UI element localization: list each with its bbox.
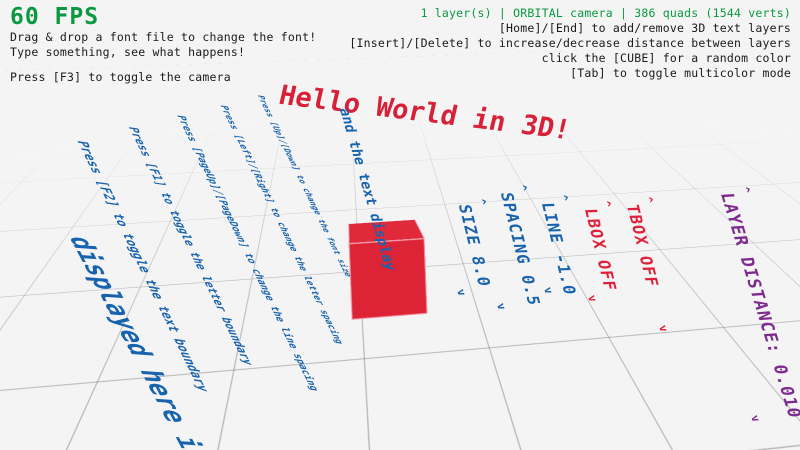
hud-hint-line: click the [CUBE] for a random color xyxy=(541,51,791,65)
hud-hint-line: Drag & drop a font file to change the fo… xyxy=(10,30,317,44)
hud-hint-line: [Insert]/[Delete] to increase/decrease d… xyxy=(349,36,791,50)
fps-counter: 60 FPS xyxy=(10,4,100,30)
spacer xyxy=(10,60,316,70)
hud-hint-line: [Tab] to toggle multicolor mode xyxy=(570,66,791,80)
paragraph-line: Press [Up]/[Down] to change the font siz… xyxy=(255,94,355,278)
hud-camera-hint: Press [F3] to toggle the camera xyxy=(10,70,231,84)
hud-hint-line: Type something, see what happens! xyxy=(10,45,246,59)
hud-left-panel: 60 FPS Drag & drop a font file to change… xyxy=(10,4,316,85)
scene-status-line: 1 layer(s) | ORBITAL camera | 386 quads … xyxy=(420,6,791,20)
hud-right-panel: 1 layer(s) | ORBITAL camera | 386 quads … xyxy=(349,6,791,81)
hud-hint-line: [Home]/[End] to add/remove 3D text layer… xyxy=(498,21,791,35)
